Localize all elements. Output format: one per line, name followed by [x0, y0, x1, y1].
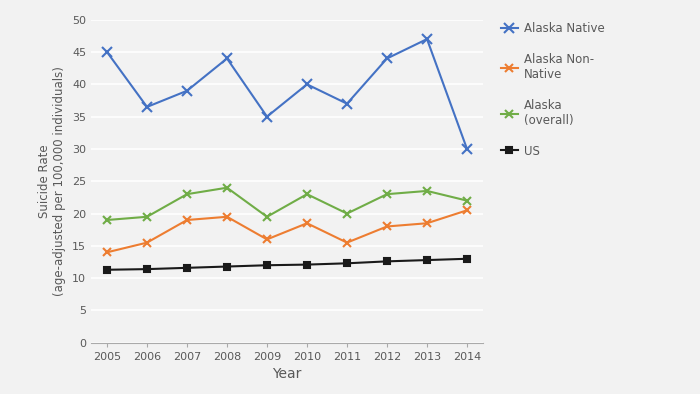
Alaska Non-
Native	[423, 221, 431, 226]
US	[343, 261, 351, 266]
Alaska Non-
Native	[223, 214, 231, 219]
Line: US: US	[104, 255, 470, 273]
Alaska
(overall)	[463, 198, 471, 203]
Alaska Native	[303, 82, 312, 87]
Y-axis label: Suicide Rate
(age-adjusted per 100,000 individuals): Suicide Rate (age-adjusted per 100,000 i…	[38, 66, 66, 296]
Alaska Native	[463, 147, 471, 151]
Line: Alaska Native: Alaska Native	[102, 34, 472, 154]
Alaska
(overall)	[303, 192, 312, 197]
Line: Alaska Non-
Native: Alaska Non- Native	[103, 206, 471, 256]
Alaska Native	[143, 104, 151, 109]
US	[143, 267, 151, 271]
Alaska Native	[262, 114, 271, 119]
US	[103, 268, 111, 272]
Legend: Alaska Native, Alaska Non-
Native, Alaska
(overall), US: Alaska Native, Alaska Non- Native, Alask…	[496, 18, 610, 162]
Alaska Non-
Native	[262, 237, 271, 242]
Alaska Non-
Native	[103, 250, 111, 255]
US	[223, 264, 231, 269]
X-axis label: Year: Year	[272, 367, 302, 381]
Alaska Native	[383, 56, 391, 61]
Alaska Non-
Native	[383, 224, 391, 229]
Alaska Non-
Native	[463, 208, 471, 213]
Alaska
(overall)	[223, 185, 231, 190]
Alaska
(overall)	[143, 214, 151, 219]
Alaska
(overall)	[262, 214, 271, 219]
US	[463, 256, 471, 261]
US	[423, 258, 431, 262]
Alaska Native	[103, 50, 111, 54]
US	[383, 259, 391, 264]
Alaska Non-
Native	[143, 240, 151, 245]
Alaska Native	[343, 101, 351, 106]
Alaska
(overall)	[423, 189, 431, 193]
Alaska Native	[183, 88, 191, 93]
Alaska
(overall)	[383, 192, 391, 197]
US	[262, 263, 271, 268]
Alaska
(overall)	[103, 217, 111, 222]
Alaska Non-
Native	[343, 240, 351, 245]
Alaska
(overall)	[183, 192, 191, 197]
US	[303, 262, 312, 267]
Alaska
(overall)	[343, 211, 351, 216]
Line: Alaska
(overall): Alaska (overall)	[103, 184, 471, 224]
Alaska Native	[223, 56, 231, 61]
Alaska Non-
Native	[303, 221, 312, 226]
Alaska Non-
Native	[183, 217, 191, 222]
US	[183, 266, 191, 270]
Alaska Native	[423, 37, 431, 41]
